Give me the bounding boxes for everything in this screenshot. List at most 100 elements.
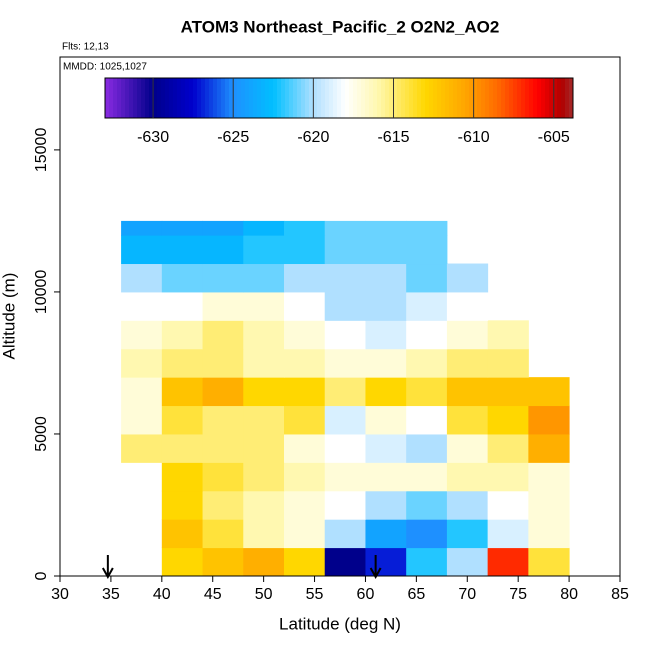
heatmap-cell — [284, 320, 326, 350]
colorbar-swatch — [517, 78, 522, 118]
colorbar-swatch — [305, 78, 310, 118]
heatmap-cell — [528, 490, 570, 520]
heatmap-cell — [284, 348, 326, 378]
heatmap-cell — [161, 405, 204, 435]
heatmap-cell — [324, 405, 366, 435]
heatmap-cell — [243, 220, 285, 236]
x-tick-label: 70 — [458, 586, 476, 603]
colorbar-swatch — [421, 78, 426, 118]
x-tick-label: 60 — [357, 586, 375, 603]
heatmap-cell — [161, 433, 204, 463]
heatmap-cell — [121, 348, 163, 378]
heatmap-cell — [406, 348, 448, 378]
heatmap-cell — [202, 519, 244, 549]
colorbar-swatch — [181, 78, 186, 118]
heatmap-cell — [202, 547, 244, 577]
x-tick-label: 55 — [306, 586, 324, 603]
colorbar-swatch — [461, 78, 466, 118]
heatmap-cell — [121, 263, 163, 293]
colorbar-swatch — [537, 78, 542, 118]
colorbar-swatch — [121, 78, 126, 118]
heatmap-cell — [528, 377, 570, 407]
colorbar-swatch — [197, 78, 202, 118]
colorbar-swatch — [345, 78, 350, 118]
colorbar-swatch — [397, 78, 402, 118]
heatmap-cell — [202, 220, 244, 236]
colorbar-swatch — [393, 78, 398, 118]
heatmap-cell — [406, 263, 448, 293]
colorbar-swatch — [389, 78, 394, 118]
colorbar-swatch — [449, 78, 454, 118]
colorbar-swatch — [565, 78, 570, 118]
heatmap-cell — [487, 377, 529, 407]
heatmap-cell — [324, 220, 366, 236]
heatmap-cell — [365, 220, 407, 236]
colorbar-swatch — [249, 78, 254, 118]
colorbar-swatch — [417, 78, 422, 118]
colorbar-swatch — [553, 78, 558, 118]
heatmap-cell — [365, 263, 407, 293]
colorbar-swatch — [189, 78, 194, 118]
heatmap-cell — [284, 291, 326, 321]
heatmap-cell — [324, 462, 366, 492]
colorbar-swatch — [105, 78, 110, 118]
heatmap-cell — [161, 490, 204, 520]
heatmap-cell — [528, 547, 570, 577]
y-tick-label: 10000 — [33, 270, 50, 315]
colorbar-swatch — [529, 78, 534, 118]
colorbar-swatch — [157, 78, 162, 118]
colorbar-tick-label: -630 — [137, 129, 169, 146]
heatmap-cell — [243, 320, 285, 350]
colorbar-swatch — [353, 78, 358, 118]
heatmap-cell — [202, 291, 244, 321]
colorbar-swatch — [205, 78, 210, 118]
x-tick-label: 45 — [204, 586, 222, 603]
heatmap-cell — [161, 320, 204, 350]
colorbar-swatch — [473, 78, 478, 118]
heatmap-cell — [243, 348, 285, 378]
colorbar-swatch — [241, 78, 246, 118]
heatmap-cell — [284, 433, 326, 463]
heatmap-cell — [284, 405, 326, 435]
heatmap-cell — [243, 519, 285, 549]
x-axis-label: Latitude (deg N) — [279, 614, 401, 633]
colorbar-swatch — [109, 78, 114, 118]
heatmap-cell — [365, 235, 407, 265]
colorbar-swatch — [401, 78, 406, 118]
colorbar-swatch — [201, 78, 206, 118]
colorbar-swatch — [341, 78, 346, 118]
x-tick-label: 40 — [153, 586, 171, 603]
heatmap — [121, 220, 570, 577]
colorbar-swatch — [349, 78, 354, 118]
heatmap-cell — [365, 462, 407, 492]
colorbar-swatch — [545, 78, 550, 118]
heatmap-cell — [324, 490, 366, 520]
colorbar-swatch — [125, 78, 130, 118]
subtitle: Flts: 12,13 — [62, 42, 109, 53]
heatmap-cell — [284, 519, 326, 549]
colorbar-swatch — [329, 78, 334, 118]
colorbar-swatch — [453, 78, 458, 118]
colorbar-swatch — [169, 78, 174, 118]
colorbar-swatch — [233, 78, 238, 118]
colorbar-swatch — [137, 78, 142, 118]
heatmap-cell — [324, 320, 366, 350]
colorbar-swatch — [145, 78, 150, 118]
heatmap-cell — [406, 320, 448, 350]
colorbar-swatch — [161, 78, 166, 118]
heatmap-cell — [202, 235, 244, 265]
colorbar-swatch — [153, 78, 158, 118]
colorbar-swatch — [297, 78, 302, 118]
colorbar-swatch — [481, 78, 486, 118]
colorbar-swatch — [317, 78, 322, 118]
heatmap-cell — [324, 263, 366, 293]
heatmap-cell — [161, 263, 204, 293]
x-tick-label: 75 — [509, 586, 527, 603]
colorbar-swatch — [165, 78, 170, 118]
colorbar-swatch — [337, 78, 342, 118]
colorbar-swatch — [129, 78, 134, 118]
heatmap-cell — [243, 263, 285, 293]
colorbar-swatch — [325, 78, 330, 118]
colorbar-swatch — [237, 78, 242, 118]
colorbar-swatch — [213, 78, 218, 118]
